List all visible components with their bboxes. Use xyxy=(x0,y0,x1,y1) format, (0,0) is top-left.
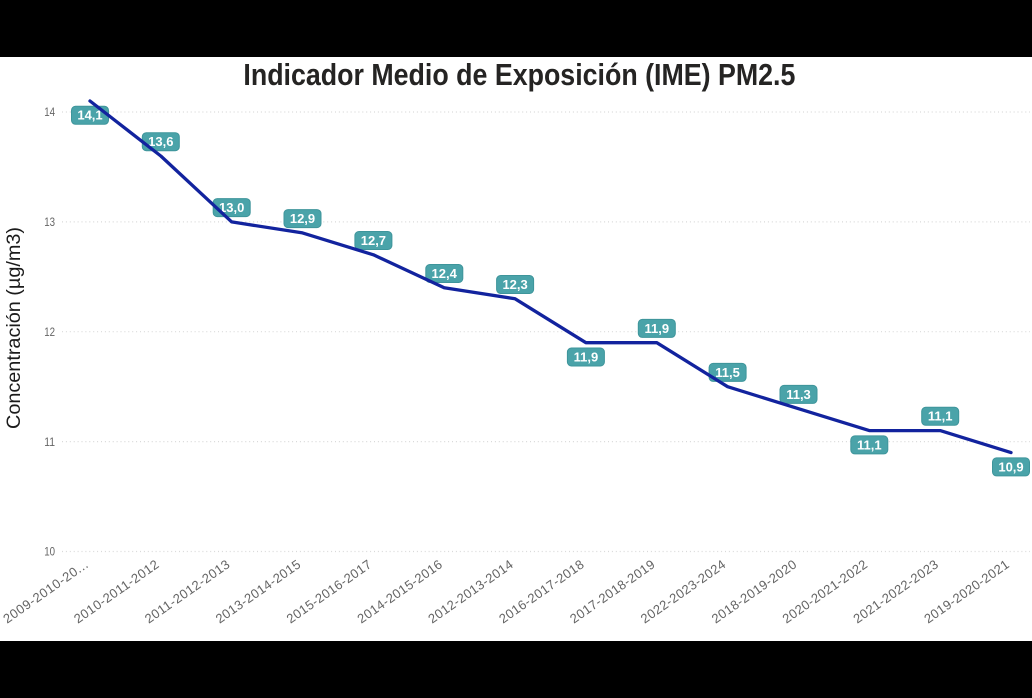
svg-text:Indicador Medio de Exposición: Indicador Medio de Exposición (IME) PM2.… xyxy=(243,57,795,92)
svg-text:11,5: 11,5 xyxy=(715,365,740,380)
svg-text:11: 11 xyxy=(44,435,55,449)
svg-text:12,7: 12,7 xyxy=(361,233,386,248)
svg-text:12: 12 xyxy=(44,325,55,339)
svg-text:11,3: 11,3 xyxy=(786,387,811,402)
svg-text:11,9: 11,9 xyxy=(645,321,670,336)
svg-text:13: 13 xyxy=(44,215,55,229)
svg-text:13,0: 13,0 xyxy=(219,200,244,215)
svg-text:10: 10 xyxy=(44,545,55,559)
svg-text:11,1: 11,1 xyxy=(857,437,882,452)
svg-text:13,6: 13,6 xyxy=(148,134,173,149)
svg-text:11,1: 11,1 xyxy=(928,409,953,424)
svg-text:Concentración (µg/m3): Concentración (µg/m3) xyxy=(4,227,25,429)
svg-text:14,1: 14,1 xyxy=(77,108,102,123)
svg-text:10,9: 10,9 xyxy=(998,459,1023,474)
svg-text:14: 14 xyxy=(44,105,55,119)
svg-text:12,9: 12,9 xyxy=(290,211,315,226)
svg-text:12,3: 12,3 xyxy=(502,277,527,292)
svg-text:12,4: 12,4 xyxy=(432,266,458,281)
svg-text:11,9: 11,9 xyxy=(574,349,599,364)
